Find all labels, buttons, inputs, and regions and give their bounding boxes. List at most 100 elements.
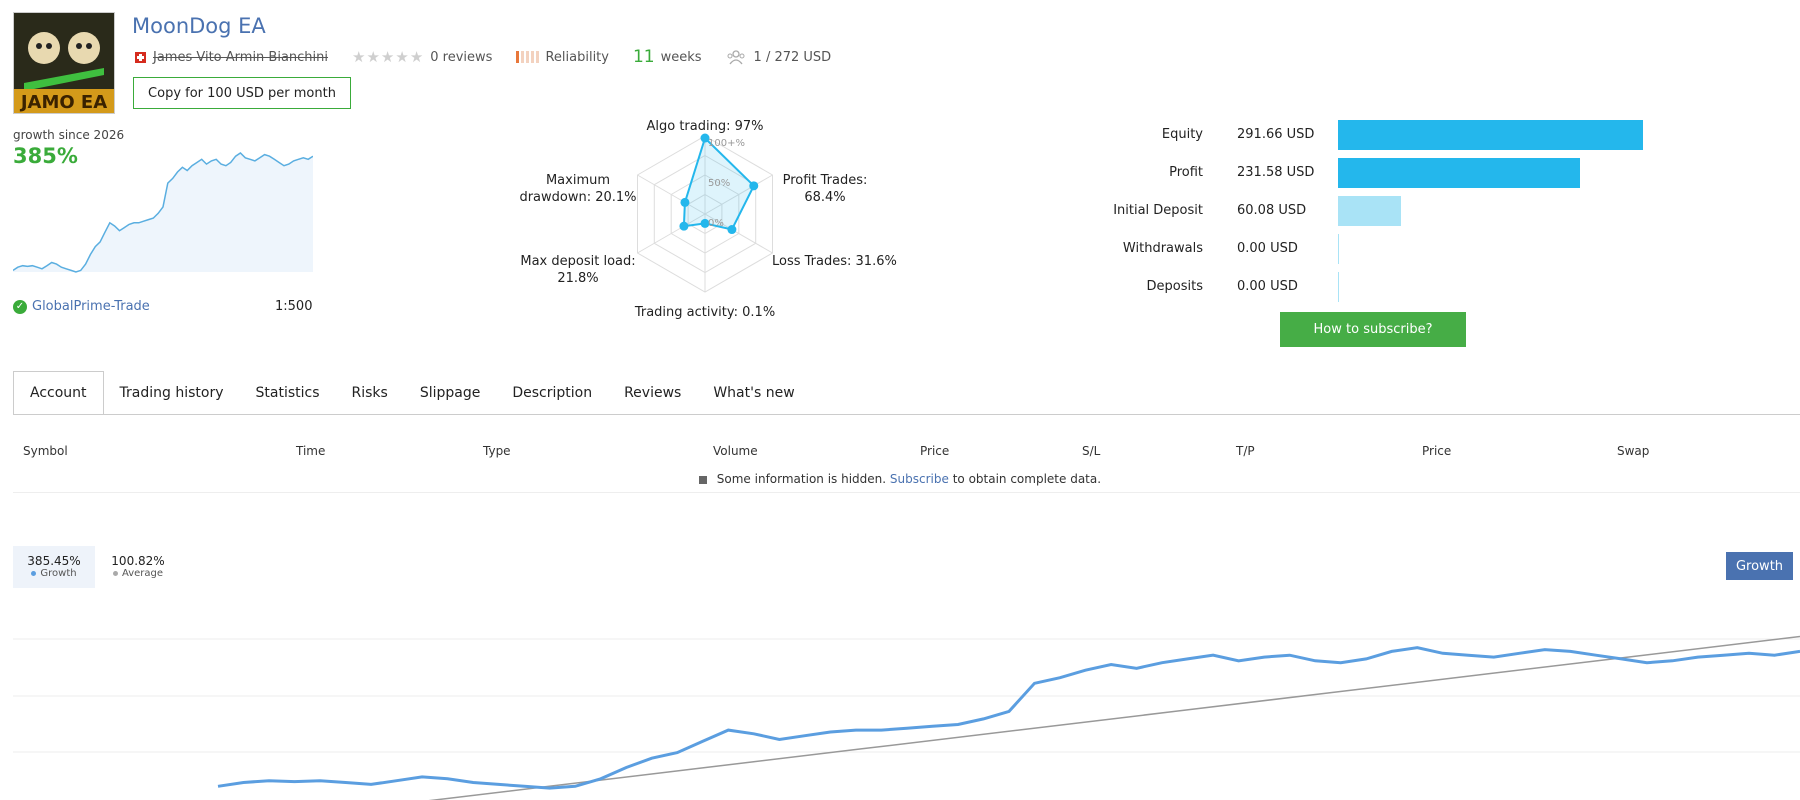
page-title[interactable]: MoonDog EA [132, 14, 266, 38]
legend-average[interactable]: 100.82% Average [103, 546, 173, 588]
tab-slippage[interactable]: Slippage [419, 385, 481, 401]
broker-name[interactable]: GlobalPrime-Trade [32, 299, 150, 314]
mini-growth-area [13, 153, 313, 272]
radar-label-drawdown-value: drawdown: 20.1% [519, 190, 637, 205]
radar-point-deposit-load [679, 221, 689, 231]
column-header-t-p: T/P [1236, 444, 1255, 458]
legend-average-label: Average [121, 568, 164, 579]
broker[interactable]: ✓ GlobalPrime-Trade [13, 299, 150, 314]
lock-icon [698, 475, 707, 484]
tab-description[interactable]: Description [512, 385, 593, 401]
radar-label-drawdown: Maximum drawdown: 20.1% [508, 172, 648, 206]
reliability-bars-icon [516, 51, 540, 63]
radar-point-activity [700, 218, 710, 228]
star-icon: ★ [366, 48, 381, 66]
balance-label-withdrawals: Withdrawals [1122, 241, 1203, 256]
growth-value: 385% [13, 144, 78, 168]
radar-chart: 100+% 50% 0% [637, 133, 773, 293]
balance-value-deposits: 0.00 USD [1237, 279, 1298, 294]
how-to-subscribe-button[interactable]: How to subscribe? [1280, 312, 1466, 347]
average-line [428, 635, 1800, 800]
legend-average-value: 100.82% [111, 554, 165, 568]
mini-growth-chart [13, 152, 313, 273]
column-header-swap: Swap [1617, 444, 1650, 458]
balance-bar-equity [1338, 120, 1643, 150]
legend-growth[interactable]: 385.45% Growth [13, 546, 95, 588]
tab-risks[interactable]: Risks [351, 385, 388, 401]
radar-label-algo: Algo trading: 97% [646, 119, 764, 134]
star-icon: ★ [380, 48, 396, 66]
author-name[interactable]: James Vito Armin Bianchini [153, 49, 329, 65]
reliability-label: Reliability [545, 49, 609, 65]
star-icon: ★ [395, 48, 410, 66]
column-header-time: Time [296, 444, 326, 458]
balance-label-deposits: Deposits [1146, 279, 1203, 294]
radar-tick-100: 100+% [708, 138, 745, 149]
balance-label-equity: Equity [1161, 127, 1203, 142]
radar-label-drawdown-title: Maximum [545, 173, 611, 188]
growth-chart [13, 635, 1800, 800]
column-header-s-l: S/L [1082, 444, 1101, 458]
radar-grid-spoke [637, 174, 706, 215]
balance-bar-profit [1338, 158, 1581, 188]
radar-label-deposit-load: Max deposit load: 21.8% [508, 253, 648, 287]
balance-value-equity: 291.66 USD [1237, 127, 1315, 142]
radar-grid-spoke [704, 213, 773, 254]
balance-label-profit: Profit [1169, 165, 1203, 180]
subscribers-count: 1 / 272 USD [753, 49, 832, 65]
signal-meta-row: James Vito Armin Bianchini ★★★★★ 0 revie… [135, 47, 832, 67]
radar-label-profit: Profit Trades: 68.4% [770, 172, 880, 206]
balance-value-withdrawals: 0.00 USD [1237, 241, 1298, 256]
growth-since-label: growth since 2026 [13, 128, 125, 142]
tab-reviews[interactable]: Reviews [624, 385, 682, 401]
reviews-count[interactable]: 0 reviews [430, 49, 493, 65]
column-header-price: Price [1422, 444, 1452, 458]
leverage: 1:500 [275, 299, 313, 314]
tab-what-s-new[interactable]: What's new [713, 385, 795, 401]
tab-account[interactable]: Account [13, 371, 104, 415]
hidden-info-notice: Some information is hidden. Subscribe to… [0, 472, 1800, 486]
balance-label-initial-deposit: Initial Deposit [1113, 203, 1203, 218]
growth-chart-grid [13, 638, 1800, 753]
weeks-label: weeks [660, 49, 702, 65]
tab-divider [13, 414, 1800, 415]
avatar: JAMO EA [13, 12, 115, 114]
radar-label-loss: Loss Trades: 31.6% [772, 254, 897, 269]
tab-trading-history[interactable]: Trading history [119, 385, 224, 401]
column-header-type: Type [483, 444, 511, 458]
radar-points [679, 133, 759, 235]
balance-value-initial-deposit: 60.08 USD [1237, 203, 1307, 218]
verified-check-icon: ✓ [13, 299, 27, 314]
column-header-symbol: Symbol [23, 444, 68, 458]
swiss-flag-icon [135, 51, 146, 63]
hidden-info-text: Some information is hidden. [716, 472, 887, 486]
tab-bar: Account Trading history Statistics Risks Sli… [13, 371, 811, 415]
growth-chart-toggle-button[interactable]: Growth [1726, 552, 1793, 580]
balance-bar-initial-deposit [1338, 196, 1401, 226]
mini-growth-line [13, 152, 313, 273]
radar-label-profit-value: 68.4% [804, 190, 846, 205]
radar-grid [637, 135, 773, 293]
radar-grid-spoke [704, 174, 773, 215]
radar-point-loss [727, 225, 737, 235]
average-dot-icon [112, 570, 118, 576]
radar-label-profit-title: Profit Trades: [782, 173, 868, 188]
hidden-info-text-end: to obtain complete data. [952, 472, 1102, 486]
subscribe-link[interactable]: Subscribe [889, 472, 949, 486]
balance-value-profit: 231.58 USD [1237, 165, 1315, 180]
tab-statistics[interactable]: Statistics [255, 385, 320, 401]
growth-line [217, 646, 1800, 790]
star-icon: ★ [409, 48, 425, 66]
star-icon: ★ [352, 48, 367, 66]
radar-label-deposit-title: Max deposit load: [520, 254, 636, 269]
column-header-price: Price [920, 444, 950, 458]
radar-grid-spoke [637, 213, 706, 254]
weeks-value: 11 [632, 47, 655, 67]
copy-subscribe-button[interactable]: Copy for 100 USD per month [133, 77, 351, 109]
avatar-image: JAMO EA [14, 13, 114, 113]
radar-label-activity: Trading activity: 0.1% [634, 305, 776, 320]
subscribers-icon [727, 50, 745, 65]
radar-point-profit [749, 181, 759, 191]
balance-bar-deposits [1338, 272, 1339, 302]
radar-point-drawdown [680, 197, 690, 207]
